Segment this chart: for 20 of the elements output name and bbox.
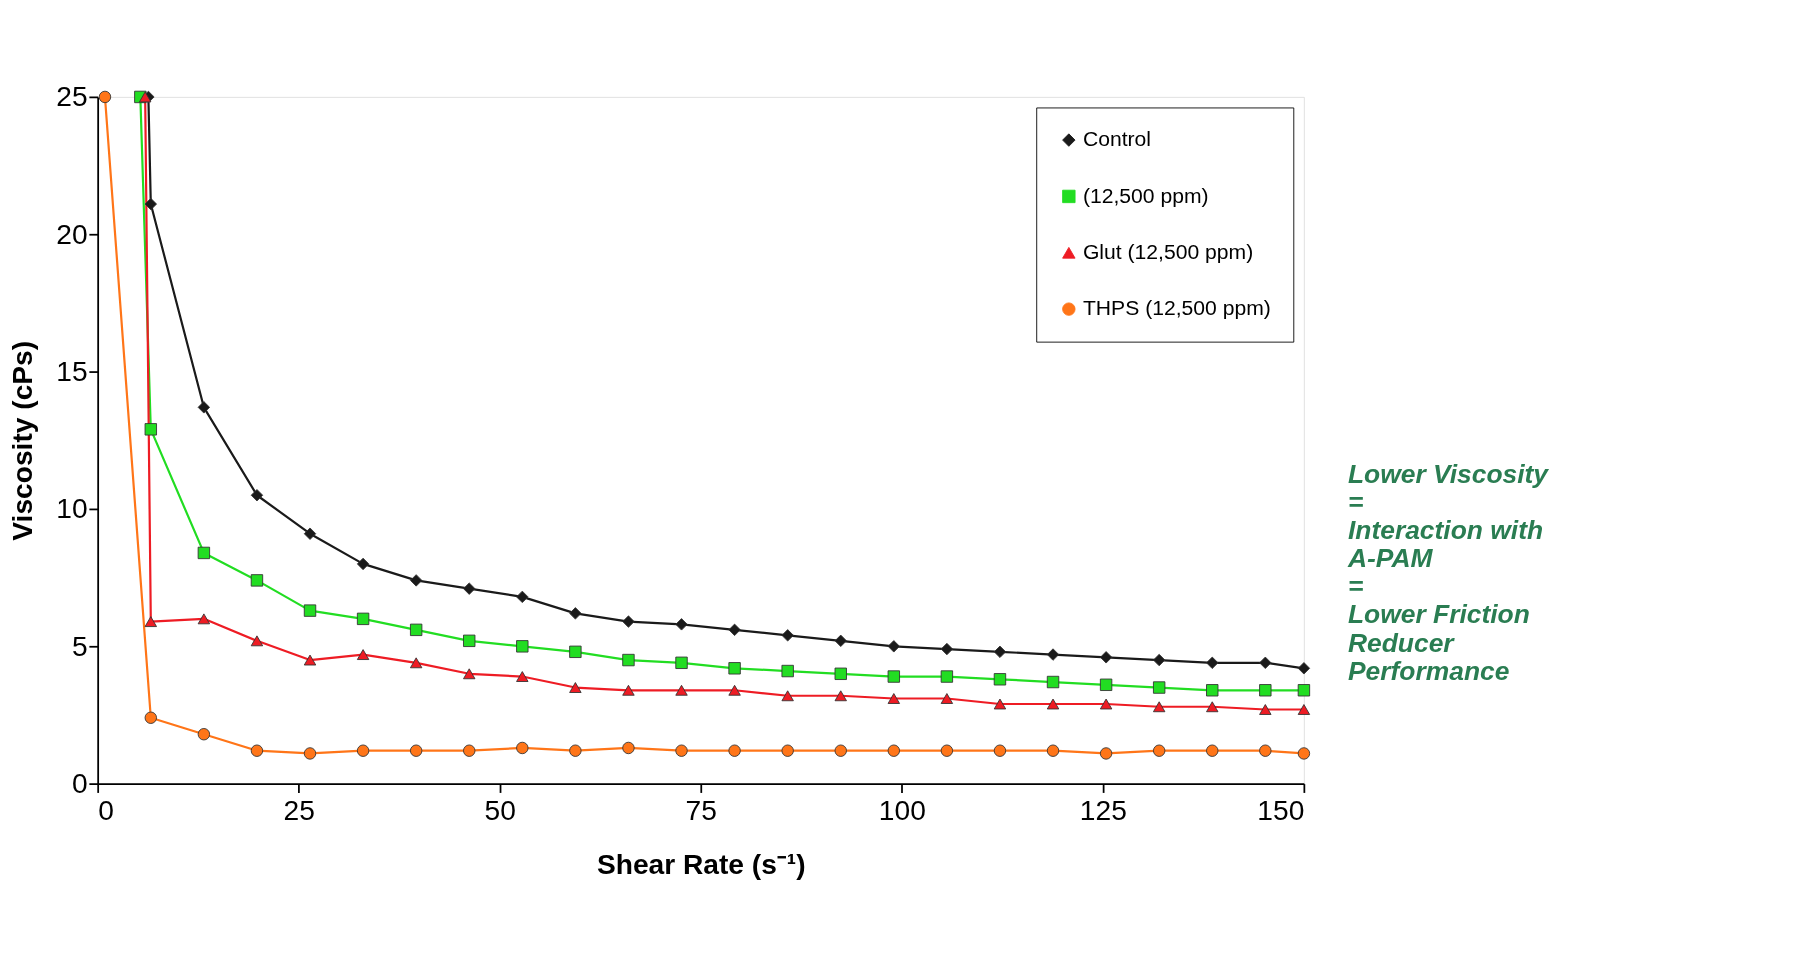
legend-label: Glut (12,500 ppm): [1082, 239, 1254, 263]
x-tick-label: 100: [878, 794, 926, 827]
legend-label: THPS (12,500 ppm): [1082, 296, 1271, 320]
y-tick-label: 20: [56, 217, 88, 250]
legend-label: Control: [1082, 127, 1152, 151]
y-axis-title: Viscosity (cPs): [6, 340, 39, 541]
y-tick-label: 5: [71, 629, 88, 662]
x-tick-label: 0: [98, 794, 114, 827]
y-tick-label: 15: [56, 354, 88, 387]
x-tick-label: 25: [283, 794, 315, 827]
legend-label: (12,500 ppm): [1082, 183, 1209, 207]
x-tick-label: 50: [484, 794, 516, 827]
y-tick-label: 10: [56, 492, 88, 525]
text: Lower Viscosity = Interaction with A-PAM = Lower Friction Reducer Performance: [1346, 458, 1550, 686]
x-axis-title: Shear Rate (s⁻¹): [596, 847, 806, 880]
x-tick-label: 150: [1257, 794, 1305, 827]
y-tick-label: 25: [56, 80, 88, 113]
y-tick-label: 0: [71, 766, 88, 799]
x-tick-label: 125: [1079, 794, 1127, 827]
x-tick-label: 75: [685, 794, 717, 827]
